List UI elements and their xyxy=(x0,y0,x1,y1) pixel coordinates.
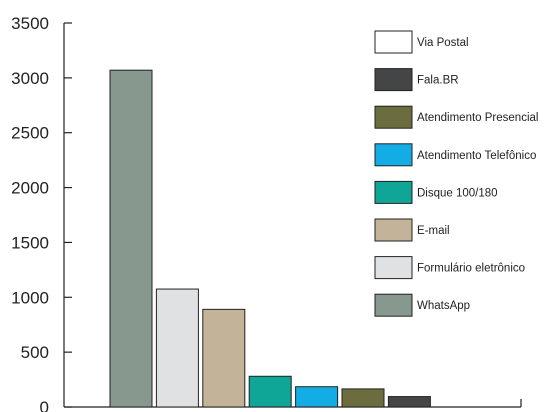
bar-atendimento-presencial xyxy=(341,388,385,408)
legend-label: Disque 100/180 xyxy=(417,187,498,199)
y-tick-label: 2500 xyxy=(11,124,49,143)
legend-label: Atendimento Telefônico xyxy=(417,150,536,162)
legend-swatch xyxy=(374,68,413,92)
legend-label: WhatsApp xyxy=(417,300,470,312)
bar-disque-100-180 xyxy=(248,375,292,408)
legend: Via Postal Fala.BR Atendimento Presencial A… xyxy=(374,30,538,317)
legend-swatch xyxy=(374,143,413,167)
legend-swatch xyxy=(374,256,413,280)
bar-formul-rio-eletr-nico xyxy=(155,288,199,408)
legend-swatch xyxy=(374,293,413,317)
legend-swatch xyxy=(374,30,413,54)
legend-swatch xyxy=(374,218,413,242)
y-tick-label: 0 xyxy=(40,398,49,412)
y-tick-label: 2000 xyxy=(11,179,49,198)
y-tick-label: 1000 xyxy=(11,288,49,307)
bar-e-mail xyxy=(202,308,246,408)
y-tick-label: 3000 xyxy=(11,69,49,88)
y-axis: 0 500 1000 1500 2000 2500 3000 3500 xyxy=(11,14,72,412)
legend-swatch xyxy=(374,180,413,204)
y-tick-label: 1500 xyxy=(11,233,49,252)
bars xyxy=(109,69,431,408)
bar-atendimento-telef-nico xyxy=(295,386,339,408)
bar-whatsapp xyxy=(109,69,153,408)
legend-swatch xyxy=(374,105,413,129)
legend-label: Atendimento Presencial xyxy=(417,112,538,124)
legend-label: Fala.BR xyxy=(417,75,459,87)
legend-label: Formulário eletrônico xyxy=(417,263,525,275)
legend-label: Via Postal xyxy=(417,37,469,49)
bar-fala-br xyxy=(387,396,431,408)
legend-label: E-mail xyxy=(417,225,450,237)
y-tick-label: 500 xyxy=(21,343,49,362)
y-tick-label: 3500 xyxy=(11,14,49,33)
